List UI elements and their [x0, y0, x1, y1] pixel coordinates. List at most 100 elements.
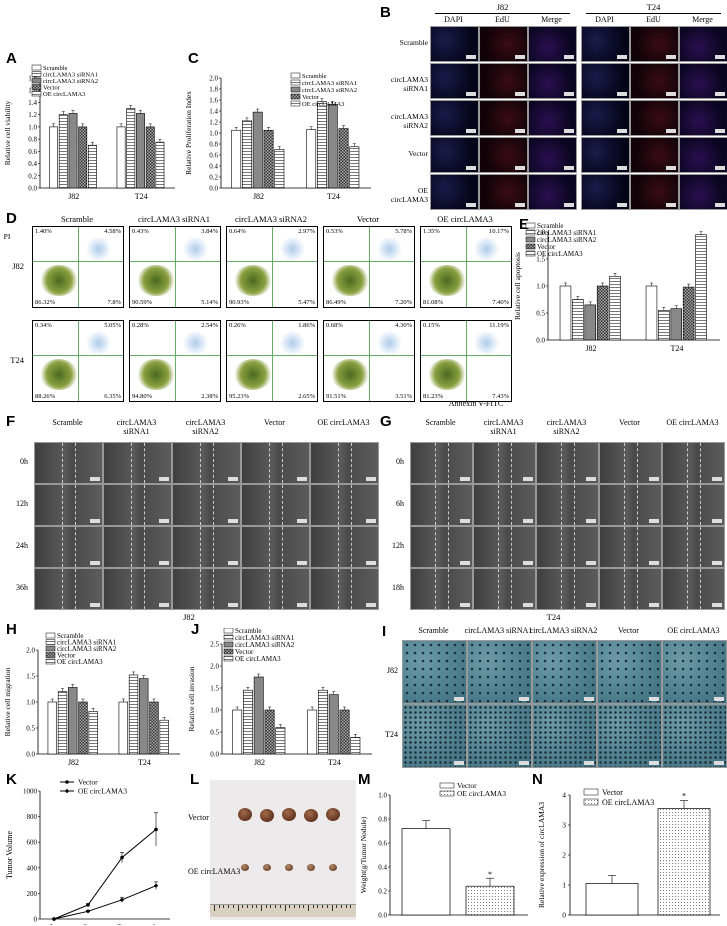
x-tick-label: 3w: [117, 922, 127, 925]
y-axis-label: Relative expression of circLAMA3: [537, 802, 546, 908]
micro-image: [528, 137, 577, 173]
legend-swatch: [290, 86, 301, 93]
wound-edge: [199, 443, 201, 483]
ruler-tick: [246, 905, 248, 908]
wound-edge: [213, 485, 215, 525]
legend-label: OE circLAMA3: [457, 789, 506, 798]
transwell-image: [597, 640, 662, 704]
wound-edge: [447, 527, 449, 567]
scale-bar: [649, 519, 659, 523]
wound-edge: [199, 527, 201, 567]
transwell-image: [402, 640, 467, 704]
ruler-tick: [308, 905, 309, 911]
group-rule: [435, 13, 570, 14]
y-tick-label: 1.4: [209, 108, 218, 116]
flow-plot: 0.28% 2.54% 94.80% 2.38%: [129, 320, 221, 402]
y-tick-label: 1.2: [209, 119, 218, 127]
q-upper-right: 11.19%: [489, 322, 509, 329]
q-upper-left: 0.64%: [229, 228, 246, 235]
legend-label: circLAMA3 siRNA2: [43, 78, 98, 85]
scale-bar: [159, 561, 169, 565]
bar: [58, 114, 68, 189]
row-label: 12h: [392, 541, 404, 550]
legend-swatch: [223, 634, 234, 641]
wound-edge: [337, 485, 339, 525]
wound-image: [103, 568, 172, 610]
micro-image: [630, 100, 679, 136]
scale-bar: [715, 92, 725, 96]
channel-title: EdU: [495, 15, 510, 24]
scale-bar: [712, 477, 722, 481]
bar: [242, 689, 253, 755]
y-tick-label: 1.8: [209, 86, 218, 94]
y-tick-label: 1.0: [378, 792, 387, 800]
y-tick-label: 0.0: [378, 912, 387, 920]
cell-scatter: [376, 236, 404, 261]
bar: [670, 308, 682, 341]
transwell-image: [597, 704, 662, 768]
scale-bar: [715, 129, 725, 133]
bar: [241, 120, 252, 189]
cell-cluster: [137, 265, 175, 296]
q-upper-right: 2.97%: [298, 228, 315, 235]
wound-edge: [435, 569, 437, 609]
wound-edge: [282, 485, 284, 525]
bar: [339, 709, 350, 755]
row-label: 18h: [392, 583, 404, 592]
wound-image: [473, 568, 536, 610]
y-tick-label: 0.2: [28, 172, 37, 180]
wound-image: [103, 484, 172, 526]
transwell-image: [532, 640, 597, 704]
wound-edge: [199, 569, 201, 609]
ruler-tick: [312, 905, 314, 908]
micro-image: [581, 63, 630, 99]
cell-cluster: [40, 359, 78, 390]
tumor-vector: [304, 809, 318, 822]
wound-edge: [699, 485, 701, 525]
legend-swatch: [525, 222, 536, 229]
wound-image: [599, 442, 662, 484]
micro-image: [430, 174, 479, 210]
scale-bar: [564, 129, 574, 133]
cell-scatter: [85, 330, 113, 355]
legend-swatch: [31, 77, 42, 84]
cell-scatter: [473, 330, 501, 355]
legend-swatch: [31, 71, 42, 77]
ruler-tick: [228, 905, 230, 908]
scale-bar: [515, 55, 525, 59]
scale-bar: [515, 166, 525, 170]
tumor-photo: [210, 780, 356, 920]
bar: [264, 709, 275, 755]
legend-swatch: [223, 655, 234, 662]
q-lower-right: 7.8%: [107, 299, 121, 306]
scale-bar: [649, 603, 659, 607]
y-tick-label: 1000: [23, 788, 38, 796]
wound-edge: [447, 443, 449, 483]
bar: [307, 709, 318, 755]
column-title: OE circLAMA3: [437, 214, 493, 224]
q-upper-left: 1.40%: [35, 228, 52, 235]
x-tick-label: J82: [68, 758, 79, 767]
panel-d-flow-cytometry: Scramble circLAMA3 siRNA1 circLAMA3 siRNA2…: [0, 214, 512, 410]
ruler-tick: [350, 905, 352, 908]
cell-cluster: [234, 265, 272, 296]
legend-label: Vector: [78, 778, 98, 787]
wound-edge: [510, 443, 512, 483]
cell-cluster: [428, 359, 466, 390]
scale-bar: [519, 697, 529, 701]
scale-bar: [297, 519, 307, 523]
ruler-tick: [256, 905, 258, 908]
cell-scatter: [376, 330, 404, 355]
wound-edge: [268, 527, 270, 567]
scale-bar: [460, 477, 470, 481]
wound-image: [662, 526, 725, 568]
q-upper-right: 4.30%: [395, 322, 412, 329]
bar: [572, 299, 584, 341]
row-label: 6h: [396, 499, 404, 508]
ruler-tick: [242, 905, 244, 908]
scale-bar: [366, 561, 376, 565]
scale-bar: [90, 603, 100, 607]
tumor-vector: [326, 808, 340, 821]
bar: [68, 113, 78, 189]
y-tick-label: 600: [27, 839, 38, 847]
